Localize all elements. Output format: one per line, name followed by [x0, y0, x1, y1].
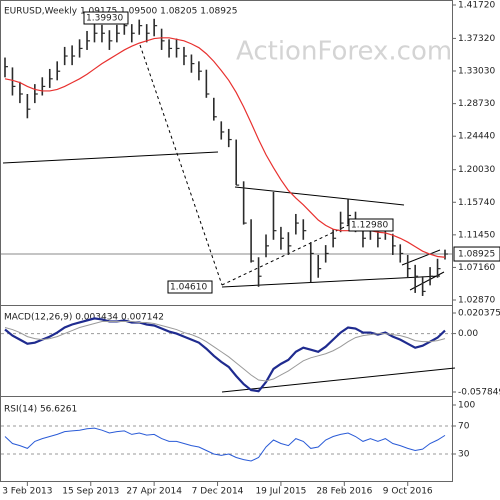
trend-line [234, 186, 405, 206]
y-tick-label: 1.41720 [458, 1, 495, 11]
y-tick-label: 1.07160 [458, 263, 495, 273]
annotation: 1.04610 [170, 283, 207, 293]
line [4, 320, 446, 382]
last-price-label: 1.08925 [458, 250, 495, 260]
y-tick-label: -0.057849 [458, 388, 500, 398]
y-tick-label: 1.20030 [458, 165, 495, 175]
y-tick-label: 1.33030 [458, 66, 495, 76]
panel-title: RSI(14) 56.6261 [4, 405, 77, 415]
x-tick-label: 15 Sep 2013 [62, 487, 119, 497]
line [4, 317, 446, 393]
x-tick-label: 19 Jul 2015 [255, 487, 306, 497]
y-tick-label: 1.02870 [458, 296, 495, 306]
rsi-panel [0, 396, 453, 482]
y-tick-label: 100 [458, 401, 475, 411]
y-tick-label: 1.28730 [458, 99, 495, 109]
annotation-box [167, 280, 213, 294]
x-tick-label: 3 Feb 2013 [2, 487, 52, 497]
y-tick-label: 1.15740 [458, 198, 495, 208]
y-tick-label: 1.37320 [458, 34, 495, 44]
y-tick-label: 0.020375 [458, 309, 500, 319]
annotation-box [83, 11, 129, 25]
trend-line [221, 367, 456, 393]
trend-line [2, 151, 219, 164]
y-tick-label: 70 [458, 422, 470, 432]
trend-line [139, 44, 223, 286]
y-tick-label: 1.24440 [458, 132, 495, 142]
last-price-box [453, 246, 500, 262]
annotation: 1.12980 [351, 221, 388, 231]
x-tick-label: 9 Oct 2016 [383, 487, 433, 497]
watermark: ActionForex.com [236, 37, 452, 67]
y-tick-label: 30 [458, 450, 470, 460]
line [4, 427, 446, 462]
x-tick-label: 7 Dec 2014 [192, 487, 244, 497]
y-tick-label: 0.00 [458, 329, 478, 339]
annotation-box [348, 218, 394, 232]
annotation: 1.39930 [86, 14, 123, 24]
y-tick-label: 1.11450 [458, 230, 495, 240]
panel-title: MACD(12,26,9) 0.003434 0.007142 [4, 313, 164, 323]
x-tick-label: 28 Feb 2016 [316, 487, 372, 497]
x-tick-label: 27 Apr 2014 [126, 487, 182, 497]
